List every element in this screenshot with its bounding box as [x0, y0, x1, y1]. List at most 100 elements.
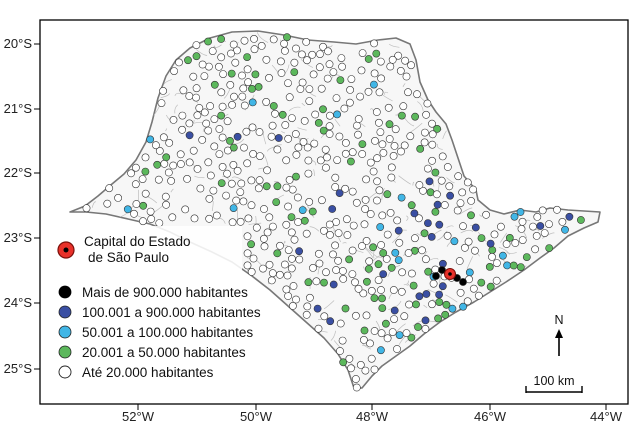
municipality-marker [346, 157, 355, 166]
municipality-marker [289, 282, 298, 290]
municipality-marker [162, 153, 171, 162]
municipality-marker [131, 180, 140, 189]
municipality-marker [329, 280, 338, 289]
municipality-marker [373, 154, 381, 163]
municipality-marker [219, 70, 227, 78]
municipal-boundary [406, 283, 409, 286]
municipality-marker [421, 324, 430, 333]
municipality-marker [423, 99, 432, 108]
municipality-marker [347, 364, 355, 373]
legend-capital-label-line1: Capital do Estado [84, 234, 191, 249]
municipality-marker [169, 116, 178, 124]
municipality-marker [332, 94, 341, 102]
municipality-marker [170, 67, 178, 75]
municipality-marker [370, 365, 379, 374]
municipality-marker [378, 294, 386, 303]
municipality-marker [295, 247, 303, 256]
municipality-marker [328, 205, 337, 213]
municipality-marker [185, 131, 194, 140]
municipality-marker [432, 190, 441, 199]
municipal-boundary [170, 188, 174, 193]
municipality-marker [382, 254, 391, 263]
municipality-marker [185, 158, 194, 167]
municipality-marker [338, 62, 346, 71]
x-tick-label: 52°W [122, 409, 155, 424]
municipality-marker [428, 119, 436, 128]
municipality-marker [352, 383, 361, 392]
municipality-marker [418, 246, 426, 255]
municipality-marker [210, 80, 219, 89]
municipality-marker [364, 264, 373, 273]
municipality-marker [167, 176, 175, 185]
municipality-marker [482, 210, 490, 219]
municipality-marker [341, 184, 350, 193]
municipality-marker [370, 39, 378, 48]
municipal-boundary [410, 122, 423, 133]
municipality-marker [200, 108, 209, 117]
municipality-marker [123, 205, 132, 214]
municipality-marker [275, 270, 284, 279]
municipality-marker [336, 76, 345, 84]
y-tick-label: 25°S [4, 361, 33, 376]
municipality-marker [319, 42, 327, 51]
municipality-marker [268, 269, 277, 278]
municipality-marker [265, 213, 274, 222]
municipality-marker [522, 253, 531, 261]
municipality-marker [287, 254, 296, 263]
municipality-marker [205, 194, 214, 203]
municipality-marker [193, 111, 202, 120]
municipality-marker [336, 347, 344, 355]
municipal-boundary [388, 43, 400, 48]
municipality-marker [341, 138, 350, 147]
municipality-marker [374, 276, 383, 284]
municipality-marker [323, 153, 331, 162]
municipality-marker [292, 44, 300, 53]
municipality-marker [409, 281, 418, 290]
municipality-marker [280, 260, 289, 269]
municipality-marker [105, 184, 114, 193]
municipality-marker [376, 57, 385, 66]
municipality-marker [397, 193, 406, 202]
municipality-marker [303, 56, 311, 65]
municipality-marker [369, 167, 378, 176]
municipal-boundary [412, 181, 415, 186]
municipality-marker [164, 168, 173, 177]
municipal-boundary [194, 175, 205, 179]
municipality-marker [488, 246, 497, 254]
municipality-marker [471, 223, 480, 232]
municipal-boundary [165, 128, 168, 132]
municipality-marker [378, 211, 387, 220]
municipal-boundary [313, 169, 315, 177]
municipality-marker [151, 141, 160, 150]
municipal-boundary [437, 143, 443, 150]
municipality-marker [185, 119, 194, 128]
municipal-boundary [466, 256, 474, 270]
municipality-marker [498, 251, 507, 260]
municipality-marker [226, 81, 235, 89]
municipality-marker [531, 245, 539, 254]
municipality-marker [348, 148, 357, 157]
municipality-marker [243, 53, 251, 61]
municipality-marker [463, 178, 472, 187]
municipality-marker [316, 50, 324, 58]
municipality-marker [391, 125, 400, 134]
municipality-marker [352, 198, 361, 207]
municipality-marker [138, 175, 147, 183]
municipality-marker [376, 346, 385, 355]
municipality-marker [401, 56, 409, 65]
municipality-marker [312, 277, 321, 286]
municipality-marker [553, 205, 561, 214]
municipality-marker [283, 271, 292, 280]
municipality-marker [287, 114, 296, 122]
y-tick-label: 20°S [4, 36, 33, 51]
municipality-marker [103, 199, 112, 208]
municipality-marker [469, 284, 478, 293]
x-axis: 52°W 50°W 48°W 46°W 44°W [122, 404, 623, 424]
municipality-marker [374, 118, 383, 127]
municipality-marker [217, 53, 226, 62]
municipality-marker [281, 121, 290, 129]
municipality-markers [82, 33, 585, 392]
municipality-marker [460, 243, 469, 252]
municipality-marker [492, 259, 501, 267]
municipality-marker [361, 366, 370, 375]
